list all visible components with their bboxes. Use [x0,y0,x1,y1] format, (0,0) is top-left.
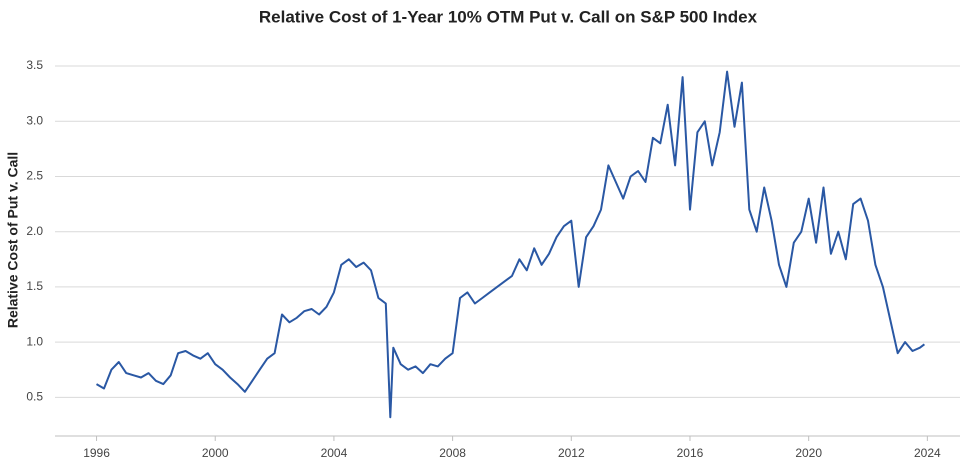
y-axis-label: Relative Cost of Put v. Call [5,152,21,328]
y-tick-label: 2.5 [26,169,43,183]
y-tick-label: 1.0 [26,334,43,348]
y-tick-label: 3.0 [26,113,43,127]
x-tick-label: 2000 [202,446,229,460]
x-tick-label: 2016 [677,446,704,460]
x-tick-label: 2008 [439,446,466,460]
x-tick-label: 2004 [321,446,348,460]
y-tick-label: 1.5 [26,279,43,293]
chart-title: Relative Cost of 1-Year 10% OTM Put v. C… [259,7,758,26]
x-tick-label: 2012 [558,446,585,460]
x-tick-label: 2020 [795,446,822,460]
y-tick-label: 0.5 [26,390,43,404]
x-tick-label: 1996 [83,446,110,460]
x-tick-label: 2024 [914,446,941,460]
y-tick-label: 2.0 [26,224,43,238]
data-line [95,70,926,419]
y-tick-label: 3.5 [26,58,43,72]
